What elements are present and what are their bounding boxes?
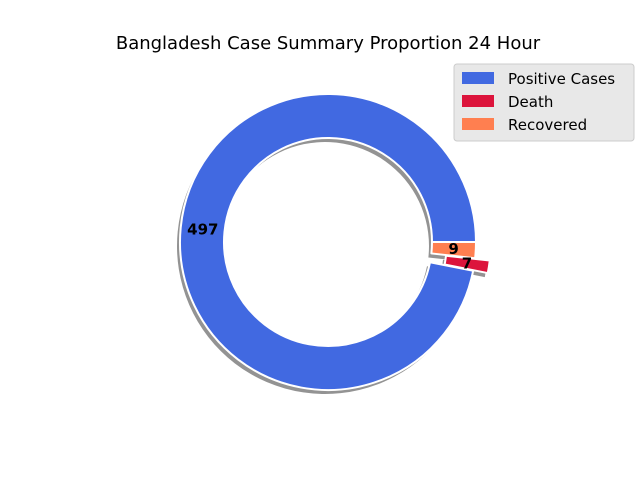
data-label-death: 7 bbox=[462, 254, 472, 272]
legend-label-death: Death bbox=[508, 93, 553, 111]
slice-recovered bbox=[430, 241, 477, 260]
legend-label-recovered: Recovered bbox=[508, 116, 587, 134]
data-labels: 497 79 bbox=[187, 221, 472, 273]
chart-title: Bangladesh Case Summary Proportion 24 Ho… bbox=[116, 33, 541, 54]
legend-label-positive-cases: Positive Cases bbox=[508, 70, 615, 88]
data-label-recovered: 9 bbox=[448, 240, 458, 258]
slice-positive-cases bbox=[179, 92, 477, 391]
legend-frame bbox=[453, 63, 635, 142]
legend-swatch-death bbox=[462, 95, 494, 107]
pie-slices bbox=[177, 92, 491, 395]
legend-swatch-recovered bbox=[462, 118, 494, 130]
data-label-positive-cases: 497 bbox=[187, 221, 218, 239]
legend: Positive Cases Death Recovered bbox=[453, 63, 635, 142]
legend-swatch-positive-cases bbox=[462, 72, 494, 84]
